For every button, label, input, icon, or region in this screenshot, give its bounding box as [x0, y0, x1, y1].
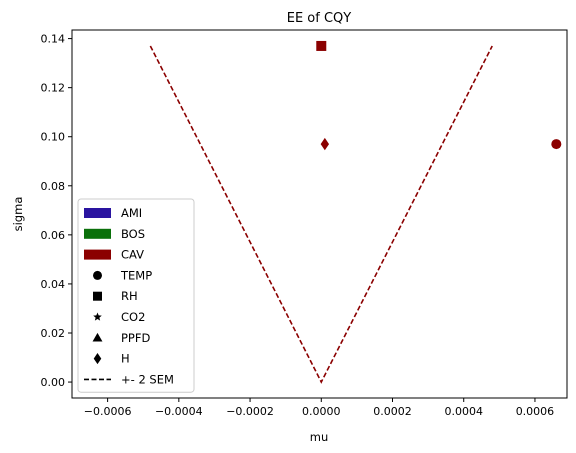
y-tick-label: 0.08: [41, 180, 66, 193]
legend-marker-co2: [93, 312, 102, 321]
legend-swatch-cav: [84, 249, 111, 260]
y-tick-label: 0.06: [41, 229, 66, 242]
sem-lines: [149, 45, 493, 384]
y-axis-label: sigma: [11, 197, 25, 232]
x-tick-label: 0.0006: [516, 405, 555, 418]
y-tick-label: 0.04: [41, 278, 66, 291]
x-tick-label: 0.0000: [302, 405, 341, 418]
point-cav-rh: [316, 40, 327, 51]
legend-label: CO2: [121, 310, 145, 324]
x-axis-label: mu: [310, 430, 329, 444]
legend: AMI BOS CAV TEMP RH CO2 PPFD H +- 2 SEM: [77, 198, 195, 393]
x-tick-label: −0.0002: [226, 405, 274, 418]
y-axis: 0.00 0.02 0.04 0.06 0.08 0.10 0.12 0.14: [41, 33, 72, 389]
legend-marker-ppfd: [92, 332, 103, 342]
x-tick-label: 0.0002: [373, 405, 412, 418]
x-tick-label: 0.0004: [444, 405, 483, 418]
legend-swatch-ami: [84, 208, 111, 218]
x-tick-label: −0.0004: [155, 405, 203, 418]
chart-title: EE of CQY: [287, 11, 352, 26]
y-tick-label: 0.12: [41, 82, 66, 95]
legend-marker-h: [93, 353, 102, 365]
legend-label: PPFD: [121, 331, 150, 345]
legend-label: +- 2 SEM: [121, 372, 174, 386]
data-points: [316, 40, 562, 151]
legend-label: H: [121, 352, 130, 366]
x-tick-label: −0.0006: [84, 405, 132, 418]
legend-swatch-bos: [84, 228, 111, 239]
legend-marker-rh: [93, 291, 102, 301]
legend-label: TEMP: [120, 268, 152, 282]
sem-line-cav: [149, 45, 493, 384]
plot-frame: [71, 29, 568, 399]
legend-label: AMI: [121, 206, 142, 220]
point-cav-temp: [551, 139, 562, 150]
y-tick-label: 0.02: [41, 327, 66, 340]
legend-label: RH: [121, 289, 138, 303]
y-tick-label: 0.00: [41, 376, 66, 389]
point-cav-h: [320, 137, 330, 151]
legend-label: BOS: [121, 227, 145, 241]
legend-frame: [77, 198, 195, 393]
legend-label: CAV: [121, 248, 144, 262]
x-axis: −0.0006 −0.0004 −0.0002 0.0000 0.0002 0.0004 0…: [84, 398, 554, 418]
legend-marker-temp: [93, 270, 102, 280]
y-tick-label: 0.10: [41, 131, 66, 144]
y-tick-label: 0.14: [41, 33, 66, 46]
